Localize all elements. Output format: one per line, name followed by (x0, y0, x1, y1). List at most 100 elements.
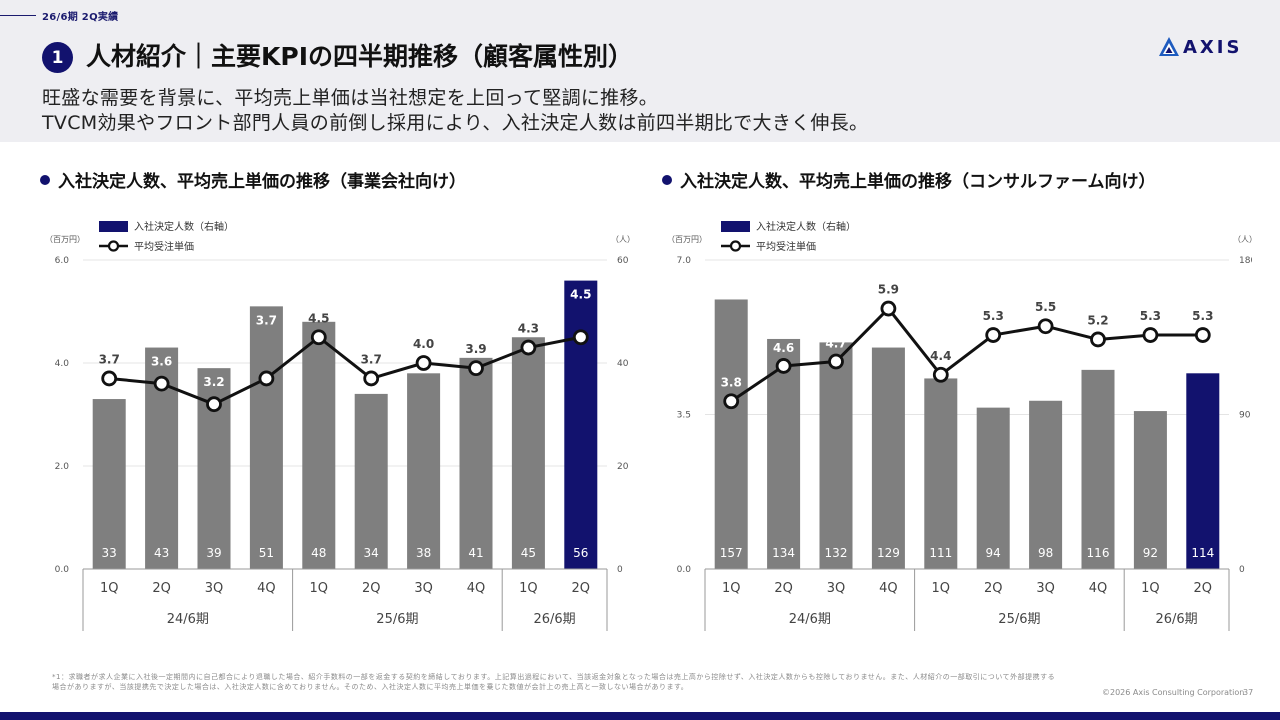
right-axis-tick-label: 40 (617, 359, 629, 369)
bullet-dot (662, 175, 672, 185)
line-point (1194, 327, 1211, 343)
bar (249, 306, 283, 569)
bar (976, 407, 1010, 569)
line-value-label: 5.3 (1140, 309, 1161, 323)
legend-label-bar: 入社決定人数（右軸） (134, 220, 234, 233)
category-tick-label: 4Q (1089, 581, 1108, 596)
right-axis-tick-label: 60 (617, 256, 629, 266)
page-title: 人材紹介｜主要KPIの四半期推移（顧客属性別） (86, 42, 633, 71)
legend-swatch-bar (99, 221, 128, 232)
category-tick-label: 2Q (362, 581, 381, 596)
bar-value-label: 94 (986, 546, 1001, 560)
page-number: 37 (1243, 688, 1254, 697)
line-value-label: 3.9 (465, 342, 486, 356)
line-point (1037, 318, 1054, 335)
group-label: 26/6期 (1155, 612, 1197, 627)
footnote: *1：求職者が求人企業に入社後一定期間内に自己都合により退職した場合、紹介手数料… (52, 673, 1056, 691)
bar-value-label: 34 (364, 546, 379, 560)
line-point (258, 370, 275, 387)
bar-value-label: 33 (102, 546, 117, 560)
line-point (572, 329, 589, 346)
subtitle-line-1: 旺盛な需要を背景に、平均売上単価は当社想定を上回って堅調に推移。 (42, 87, 659, 109)
period-tag: 26/6期 2Q実績 (42, 12, 119, 23)
bar-value-label: 56 (573, 546, 588, 560)
line-point (310, 329, 327, 346)
bar-value-label: 51 (259, 546, 274, 560)
line-value-label: 3.7 (361, 352, 382, 366)
line-point (723, 393, 740, 410)
right-axis-tick-label: 0 (1239, 565, 1245, 575)
section-title-text: 入社決定人数、平均売上単価の推移（コンサルファーム向け） (680, 172, 1156, 192)
category-tick-label: 1Q (519, 581, 538, 596)
line-point (153, 375, 170, 392)
line-point (985, 327, 1002, 343)
line-value-label: 5.3 (1192, 309, 1213, 323)
bar (302, 321, 336, 569)
legend-swatch-bar (721, 221, 750, 232)
bar (1133, 411, 1167, 569)
bar-value-label: 41 (468, 546, 483, 560)
bar (354, 393, 388, 569)
category-tick-label: 2Q (152, 581, 171, 596)
bar (924, 378, 958, 569)
right-axis-tick-label: 180 (1239, 256, 1252, 266)
line-point (1090, 331, 1106, 348)
line-value-label: 4.6 (773, 341, 794, 355)
line-value-label: 5.3 (983, 309, 1004, 323)
right-axis-unit: （人） (1233, 235, 1252, 244)
right-axis-unit: （人） (611, 235, 630, 244)
category-tick-label: 3Q (414, 581, 433, 596)
bar (459, 357, 493, 569)
line-value-label: 3.7 (256, 313, 277, 327)
line-value-label: 4.5 (570, 288, 591, 302)
bar (714, 299, 748, 569)
line-series (730, 307, 1203, 403)
line-point (775, 358, 792, 374)
line-value-label: 5.5 (1035, 300, 1056, 314)
bottom-bar (0, 712, 1280, 720)
bar-value-label: 111 (929, 546, 952, 560)
category-tick-label: 2Q (774, 581, 793, 596)
line-point (932, 366, 949, 383)
category-tick-label: 2Q (572, 581, 591, 596)
bar-value-label: 157 (720, 546, 743, 560)
logo-text: AXIS (1183, 36, 1243, 58)
category-tick-label: 1Q (310, 581, 329, 596)
bar-value-label: 43 (154, 546, 169, 560)
line-value-label: 4.0 (413, 337, 434, 351)
bar-value-label: 48 (311, 546, 326, 560)
group-label: 26/6期 (533, 612, 575, 627)
category-tick-label: 4Q (257, 581, 276, 596)
left-axis-tick-label: 0.0 (55, 565, 70, 575)
right-axis-tick-label: 20 (617, 462, 629, 472)
line-value-label: 3.8 (721, 375, 742, 389)
bar-value-label: 114 (1191, 546, 1214, 560)
line-point (206, 396, 222, 413)
bar (871, 347, 905, 569)
bar-value-label: 116 (1087, 546, 1110, 560)
left-axis-tick-label: 2.0 (55, 462, 70, 472)
category-tick-label: 4Q (467, 581, 486, 596)
right-axis-tick-label: 90 (1239, 411, 1251, 421)
bar (1029, 400, 1063, 569)
bar (407, 373, 441, 569)
group-label: 25/6期 (376, 612, 418, 627)
left-axis-tick-label: 7.0 (677, 256, 692, 266)
line-value-label: 4.3 (518, 322, 539, 336)
left-axis-unit: （百万円） (45, 235, 85, 244)
line-value-label: 3.2 (203, 375, 224, 389)
chart-consulting: 0.0 3.5 7.0 0 90 180 （百万円） （人） 入社決定人数（右軸） 平均受注単価 1… (667, 220, 1252, 631)
legend-swatch-marker (107, 240, 120, 252)
bar (511, 337, 545, 569)
group-label: 25/6期 (998, 612, 1040, 627)
category-tick-label: 2Q (984, 581, 1003, 596)
bar (767, 338, 801, 569)
legend-label-line: 平均受注単価 (134, 240, 194, 253)
line-point (520, 339, 537, 356)
bar (564, 280, 598, 569)
line-point (415, 355, 432, 371)
line-value-label: 5.9 (878, 283, 899, 297)
bar-value-label: 98 (1038, 546, 1053, 560)
category-tick-label: 3Q (827, 581, 846, 596)
bar-value-label: 129 (877, 546, 900, 560)
